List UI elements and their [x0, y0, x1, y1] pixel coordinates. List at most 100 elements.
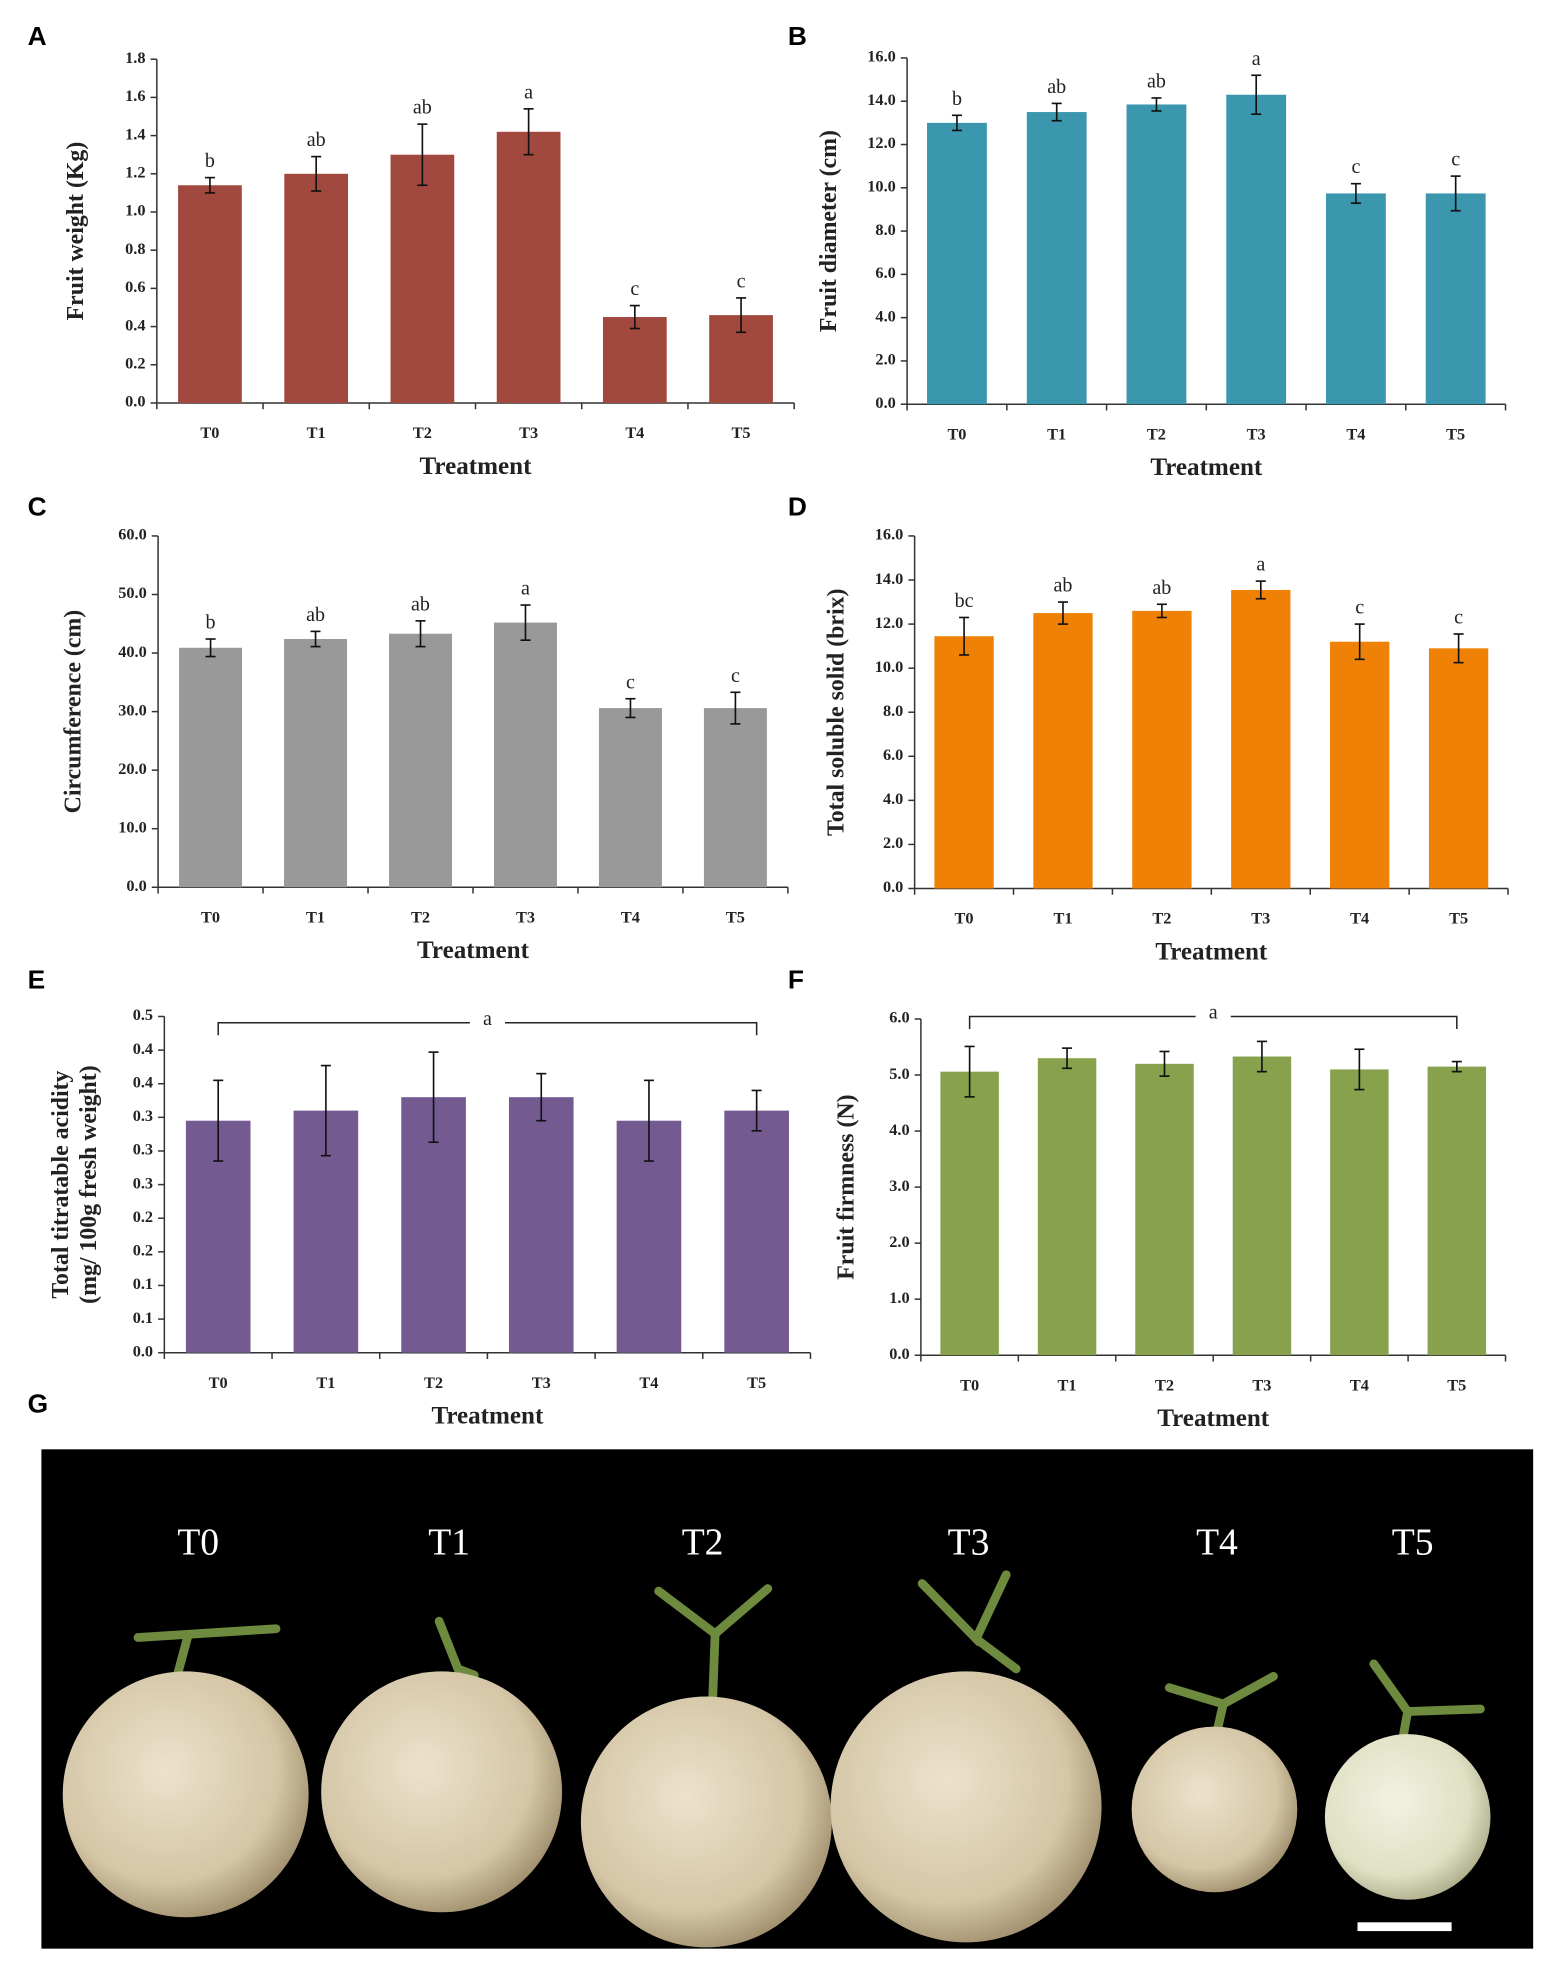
y-tick-label: 0.3 [133, 1106, 153, 1125]
bar [703, 708, 767, 888]
error-bar [736, 297, 747, 334]
significance-letter: a [1252, 48, 1261, 70]
bar [724, 1110, 789, 1353]
error-bar [320, 1064, 331, 1157]
x-axis-label: Treatment [431, 1403, 544, 1430]
y-tick-label: 2.0 [875, 350, 895, 369]
x-tick-label: T4 [1346, 424, 1365, 443]
y-tick-label: 0.5 [133, 1005, 153, 1024]
error-bar [311, 155, 322, 192]
bar [390, 154, 455, 403]
significance-letter: c [1351, 156, 1360, 178]
error-bar [1453, 633, 1464, 664]
y-tick-label: 12.0 [867, 133, 896, 152]
y-tick-label: 1.0 [889, 1288, 909, 1307]
x-tick-label: T4 [621, 907, 640, 926]
y-tick-label: 8.0 [875, 220, 895, 239]
x-tick-label: T0 [947, 424, 966, 443]
y-tick-label: 0.1 [133, 1274, 153, 1293]
error-bar [1255, 580, 1266, 600]
x-tick-label: T1 [307, 423, 326, 442]
error-bar [643, 1079, 654, 1162]
y-tick-label: 60.0 [118, 525, 147, 544]
y-tick-label: 12.0 [875, 613, 904, 632]
bar [1330, 1069, 1389, 1356]
y-tick-label: 1.6 [125, 86, 145, 105]
bracket [217, 1021, 758, 1036]
y-tick-label: 0.2 [125, 354, 145, 373]
error-bar [625, 697, 636, 719]
error-bar [415, 620, 426, 648]
error-bar [730, 691, 741, 725]
stem [434, 1616, 479, 1680]
x-axis-label: Treatment [1157, 1405, 1270, 1432]
bar [598, 708, 662, 888]
melon [321, 1671, 563, 1913]
error-bar [964, 1045, 975, 1098]
error-bar [1159, 1050, 1170, 1077]
y-tick-label: 1.8 [125, 48, 145, 67]
photo-label: T2 [682, 1522, 724, 1564]
x-tick-label: T3 [519, 423, 538, 442]
error-bar [1057, 601, 1068, 625]
bar [1231, 589, 1291, 889]
significance-letter: a [521, 578, 530, 600]
y-tick-label: 1.4 [125, 124, 145, 143]
melon [830, 1671, 1102, 1943]
panel-letter: B [788, 21, 807, 51]
error-bar [428, 1051, 439, 1144]
x-tick-label: T4 [1350, 909, 1369, 928]
y-tick-label: 10.0 [867, 177, 896, 196]
y-tick-label: 5.0 [889, 1064, 909, 1083]
y-tick-label: 0.2 [133, 1241, 153, 1260]
y-tick-label: 0.0 [126, 876, 146, 895]
y-axis-label: Circumference (cm) [61, 610, 87, 814]
y-tick-label: 3.0 [889, 1176, 909, 1195]
x-tick-label: T0 [201, 907, 220, 926]
y-tick-label: 8.0 [883, 701, 903, 720]
y-tick-label: 0.8 [125, 239, 145, 258]
x-tick-label: T0 [955, 909, 974, 928]
photo-label: T4 [1196, 1522, 1238, 1564]
x-tick-label: T3 [516, 907, 535, 926]
photo-label: T1 [428, 1522, 470, 1564]
y-tick-label: 0.4 [133, 1039, 153, 1058]
error-bar [629, 304, 640, 330]
error-bar [1251, 74, 1262, 116]
bar [1135, 1063, 1194, 1356]
significance-letter: ab [1047, 76, 1066, 98]
error-bar [310, 630, 321, 648]
bar [178, 185, 242, 403]
bar [1232, 1056, 1292, 1356]
x-tick-label: T3 [1252, 1375, 1271, 1394]
x-tick-label: T3 [532, 1373, 551, 1392]
bar [1427, 1066, 1487, 1356]
y-axis-label: Total titratable acidity [48, 1070, 74, 1298]
error-bar [1151, 97, 1162, 112]
y-axis-label: Fruit firmness (N) [834, 1094, 860, 1279]
bar [284, 173, 349, 403]
panel-letter: A [28, 21, 47, 51]
x-tick-label: T2 [424, 1373, 443, 1392]
y-tick-label: 14.0 [867, 90, 896, 109]
error-bar [1451, 1060, 1462, 1073]
significance-letter: b [206, 612, 216, 634]
x-tick-label: T5 [726, 907, 745, 926]
significance-letter: c [731, 665, 740, 687]
significance-letter: a [524, 81, 533, 103]
significance-letter: ab [1054, 575, 1073, 597]
y-tick-label: 4.0 [889, 1120, 909, 1139]
y-tick-label: 1.2 [125, 163, 145, 182]
y-tick-label: 2.0 [889, 1232, 909, 1251]
y-tick-label: 40.0 [118, 642, 147, 661]
x-tick-label: T1 [1047, 424, 1066, 443]
x-tick-label: T1 [1058, 1375, 1077, 1394]
error-bar [520, 604, 531, 641]
y-tick-label: 4.0 [883, 789, 903, 808]
y-tick-label: 0.1 [133, 1308, 153, 1327]
y-tick-label: 4.0 [875, 306, 895, 325]
y-tick-label: 0.0 [125, 392, 145, 411]
photo-label: T0 [177, 1522, 219, 1564]
significance-letter: c [630, 278, 639, 300]
